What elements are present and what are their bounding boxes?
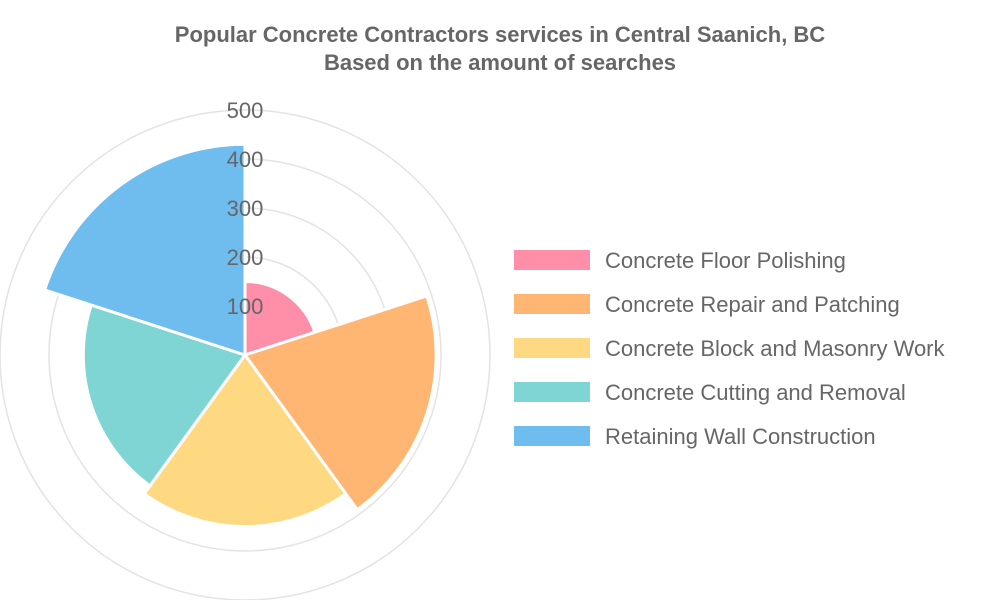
legend-label: Concrete Cutting and Removal — [605, 380, 906, 405]
slice-3[interactable] — [142, 353, 348, 528]
tick-label: 200 — [227, 245, 264, 270]
tick-label: 100 — [227, 294, 264, 319]
slices — [43, 142, 438, 528]
chart-title: Popular Concrete Contractors services in… — [175, 22, 826, 47]
tick-label: 500 — [227, 98, 264, 123]
legend-swatch — [514, 250, 590, 270]
legend-label: Concrete Block and Masonry Work — [605, 336, 946, 361]
legend-label: Retaining Wall Construction — [605, 424, 876, 449]
tick-label: 400 — [227, 147, 264, 172]
legend-label: Concrete Floor Polishing — [605, 248, 846, 273]
legend-label: Concrete Repair and Patching — [605, 292, 900, 317]
legend-swatch — [514, 294, 590, 314]
radial-ticks: 100 200 300 400 500 — [227, 98, 264, 319]
legend-swatch — [514, 382, 590, 402]
legend-swatch — [514, 426, 590, 446]
chart-subtitle: Based on the amount of searches — [324, 50, 676, 75]
grid-ring — [0, 109, 491, 600]
legend: Concrete Floor Polishing Concrete Repair … — [514, 248, 946, 449]
legend-swatch — [514, 338, 590, 358]
slice-4[interactable] — [81, 303, 247, 488]
slice-2[interactable] — [243, 294, 438, 512]
tick-label: 300 — [227, 196, 264, 221]
slice-5[interactable] — [43, 142, 247, 357]
